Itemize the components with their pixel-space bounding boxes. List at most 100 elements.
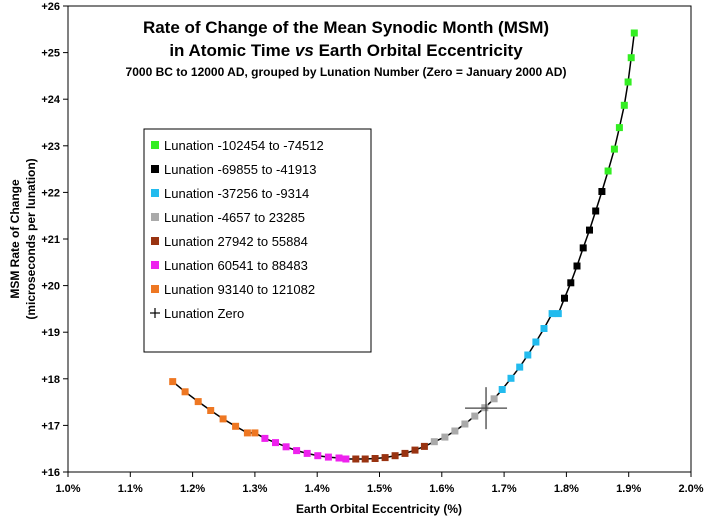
x-tick-label: 1.1% — [118, 483, 143, 495]
x-axis-ticks: 1.0% 1.1% 1.2% 1.3% 1.4% 1.5% 1.6% 1.7% 1.8% 1.9%… — [55, 472, 704, 495]
chart-title-line1: Rate of Change of the Mean Synodic Month… — [143, 18, 549, 37]
data-point — [579, 244, 587, 252]
data-point — [401, 449, 409, 457]
data-point — [352, 455, 360, 463]
y-tick-label: +22 — [41, 187, 60, 199]
data-point — [243, 429, 251, 437]
chart-subtitle: 7000 BC to 12000 AD, grouped by Lunation… — [126, 65, 567, 79]
x-tick-label: 1.4% — [305, 483, 330, 495]
legend-label: Lunation -69855 to -41913 — [164, 162, 317, 177]
data-point — [548, 310, 556, 318]
y-tick-label: +21 — [41, 234, 60, 246]
data-point — [181, 388, 189, 396]
x-tick-label: 1.0% — [55, 483, 80, 495]
legend-label: Lunation 93140 to 121082 — [164, 282, 315, 297]
data-point — [624, 78, 632, 86]
y-axis-label: MSM Rate of Change (microseconds per luna… — [8, 158, 38, 319]
legend-swatch — [151, 165, 159, 173]
legend-label: Lunation 27942 to 55884 — [164, 234, 308, 249]
data-point — [630, 29, 638, 37]
legend-swatch — [151, 213, 159, 221]
data-point — [604, 167, 612, 175]
data-point — [335, 454, 343, 462]
data-point — [554, 310, 562, 318]
x-tick-label: 1.2% — [180, 483, 205, 495]
marker-layer — [169, 29, 638, 463]
y-tick-label: +20 — [41, 281, 60, 293]
data-point — [361, 455, 369, 463]
x-tick-label: 2.0% — [678, 483, 703, 495]
data-point — [498, 386, 506, 393]
data-point — [391, 452, 399, 460]
x-tick-label: 1.5% — [367, 483, 392, 495]
data-point — [532, 338, 540, 346]
data-point — [524, 351, 532, 359]
x-tick-label: 1.6% — [429, 483, 454, 495]
data-point — [490, 395, 498, 403]
y-tick-label: +19 — [41, 327, 60, 339]
data-point — [272, 439, 279, 447]
legend-swatch — [151, 189, 159, 197]
y-tick-label: +24 — [41, 94, 61, 106]
y-tick-label: +23 — [41, 141, 60, 153]
x-tick-label: 1.7% — [492, 483, 517, 495]
legend-box — [143, 128, 372, 353]
data-point — [451, 427, 459, 435]
data-point — [314, 452, 322, 460]
legend-label: Lunation -4657 to 23285 — [164, 210, 305, 225]
data-point — [567, 279, 575, 287]
y-tick-label: +18 — [41, 374, 60, 386]
x-tick-label: 1.9% — [616, 483, 641, 495]
y-tick-label: +26 — [41, 1, 60, 13]
data-point — [620, 101, 628, 109]
data-point — [430, 438, 438, 446]
legend-label: Lunation Zero — [164, 306, 244, 321]
data-point — [261, 434, 269, 442]
data-point — [324, 453, 332, 461]
legend-swatch — [151, 261, 159, 269]
x-tick-label: 1.8% — [554, 483, 579, 495]
data-point — [598, 188, 606, 195]
legend-swatch — [151, 141, 159, 149]
data-point — [293, 447, 301, 455]
data-point — [219, 415, 227, 423]
data-point — [516, 363, 524, 371]
data-point — [441, 433, 449, 441]
data-point — [342, 455, 350, 463]
data-point — [251, 429, 259, 437]
data-point — [610, 145, 618, 153]
data-point — [371, 455, 379, 462]
data-point — [615, 124, 623, 132]
x-tick-label: 1.3% — [242, 483, 267, 495]
data-point — [592, 207, 600, 215]
legend-swatch — [151, 237, 159, 245]
data-point — [282, 443, 290, 451]
data-point — [169, 378, 177, 386]
data-point — [461, 420, 469, 428]
data-point — [540, 325, 548, 332]
data-point — [586, 226, 593, 234]
y-axis-ticks: +16 +17 +18 +19 +20 +21 +22 +23 +24 +25 +26 — [41, 1, 68, 479]
data-point — [381, 454, 389, 462]
data-point — [627, 54, 635, 62]
data-point — [507, 374, 515, 382]
data-point — [411, 446, 419, 454]
legend-label: Lunation 60541 to 88483 — [164, 258, 308, 273]
data-point — [207, 407, 215, 414]
data-point — [573, 262, 581, 270]
data-point — [420, 442, 428, 450]
data-point — [471, 412, 479, 420]
legend-label: Lunation -102454 to -74512 — [164, 138, 324, 153]
data-point — [194, 398, 202, 406]
legend-items: Lunation -102454 to -74512 Lunation -6985… — [150, 138, 324, 321]
y-tick-label: +17 — [41, 420, 60, 432]
data-point — [561, 294, 568, 302]
chart-title-line2: in Atomic Time vs Earth Orbital Eccentri… — [169, 41, 523, 60]
data-point — [303, 449, 311, 457]
y-tick-label: +25 — [41, 48, 60, 60]
data-point — [232, 422, 240, 430]
x-axis-label: Earth Orbital Eccentricity (%) — [296, 502, 462, 516]
lunation-zero-layer — [465, 387, 508, 430]
legend: Lunation -102454 to -74512 Lunation -6985… — [143, 128, 372, 353]
